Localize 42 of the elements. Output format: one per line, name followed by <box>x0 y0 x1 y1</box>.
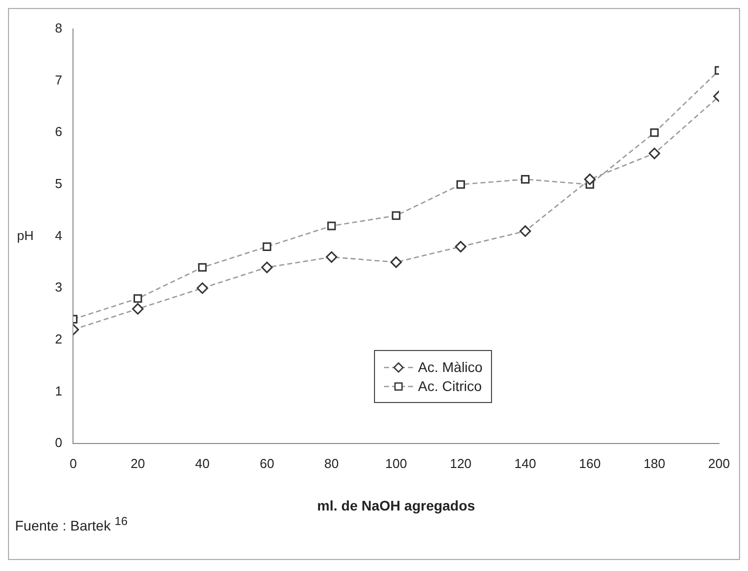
point <box>584 174 596 186</box>
x-tick-label: 40 <box>195 456 210 471</box>
point <box>392 211 400 220</box>
point <box>520 225 532 237</box>
y-tick-label: 5 <box>54 176 62 192</box>
legend-label: Ac. Citrico <box>418 378 482 394</box>
y-tick-label: 4 <box>54 228 62 243</box>
point <box>326 251 338 263</box>
y-tick-label: 8 <box>54 20 62 36</box>
source-note: Fuente : Bartek $^{16}$ <box>15 515 128 534</box>
point <box>650 128 659 137</box>
x-tick-label: 80 <box>324 456 339 471</box>
x-tick-label: 180 <box>644 456 666 471</box>
x-tick-label: 20 <box>130 456 146 471</box>
point <box>648 148 660 160</box>
y-tick-label: 6 <box>54 124 62 140</box>
y-tick-label: 0 <box>54 435 62 450</box>
x-tick-label: 160 <box>578 456 601 471</box>
x-tick-label: 200 <box>708 456 730 471</box>
point <box>456 180 465 189</box>
y-tick-label: 1 <box>54 383 62 398</box>
y-tick-label: 3 <box>54 280 62 295</box>
point <box>262 242 272 251</box>
point <box>132 303 144 315</box>
point <box>198 263 207 272</box>
y-tick-label: 7 <box>54 72 62 88</box>
point <box>261 262 273 274</box>
y-tick-label: 2 <box>54 332 62 347</box>
x-tick-label: 0 <box>70 456 77 471</box>
point <box>390 256 402 268</box>
x-tick-label: 140 <box>514 456 536 471</box>
y-axis-title: pH <box>17 228 34 243</box>
x-axis-title: ml. de NaOH agregados <box>317 497 476 514</box>
x-tick-label: 120 <box>450 456 472 471</box>
point <box>196 282 208 294</box>
point <box>327 222 336 230</box>
x-tick-label: 60 <box>260 456 274 471</box>
x-tick-label: 100 <box>385 456 407 471</box>
point <box>134 294 142 303</box>
legend-label: Ac. Màlico <box>418 359 483 375</box>
point <box>520 175 530 184</box>
point <box>454 240 466 252</box>
